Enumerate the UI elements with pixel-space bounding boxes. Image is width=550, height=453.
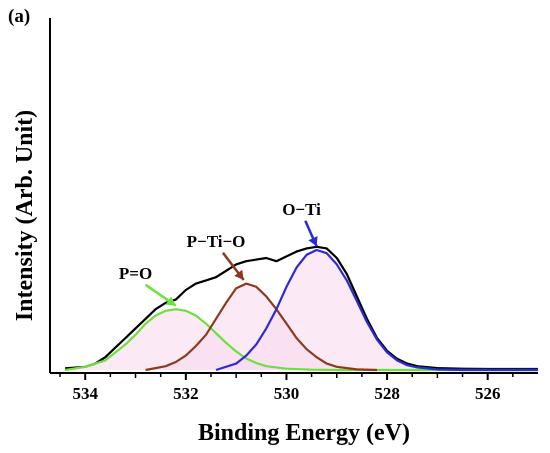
annotation-arrowhead [308,236,318,247]
axes [49,18,538,374]
x-tick-label: 532 [173,384,199,403]
annotation-arrowhead [165,296,176,306]
series-layer [64,245,538,372]
raw-spectrum-line [65,245,538,371]
annotation-label: P−Ti−O [187,232,246,251]
peak-fill-2 [145,283,378,370]
x-tick-label: 528 [374,384,400,403]
panel-label: (a) [8,6,31,27]
annotation-label: P=O [119,264,152,283]
x-tick-label: 534 [72,384,98,403]
p-o-fit-line [64,308,538,372]
annotation-label: O−Ti [282,200,321,219]
peak-shading [65,250,539,370]
annotation-arrowhead [234,269,244,280]
x-ticks: 534 532 530 528 526 [59,373,514,403]
y-axis-title: Intensity (Arb. Unit) [12,110,38,321]
annotation-layer: P=O P−Ti−O O−Ti [119,200,321,307]
x-tick-label: 526 [475,384,501,403]
peak-fill-3 [216,250,538,370]
peak-fill-1 [65,309,539,370]
p-ti-o-fit-line [145,282,378,372]
o-ti-fit-line [215,248,538,372]
x-tick-label: 530 [274,384,300,403]
x-axis-title: Binding Energy (eV) [198,420,410,446]
